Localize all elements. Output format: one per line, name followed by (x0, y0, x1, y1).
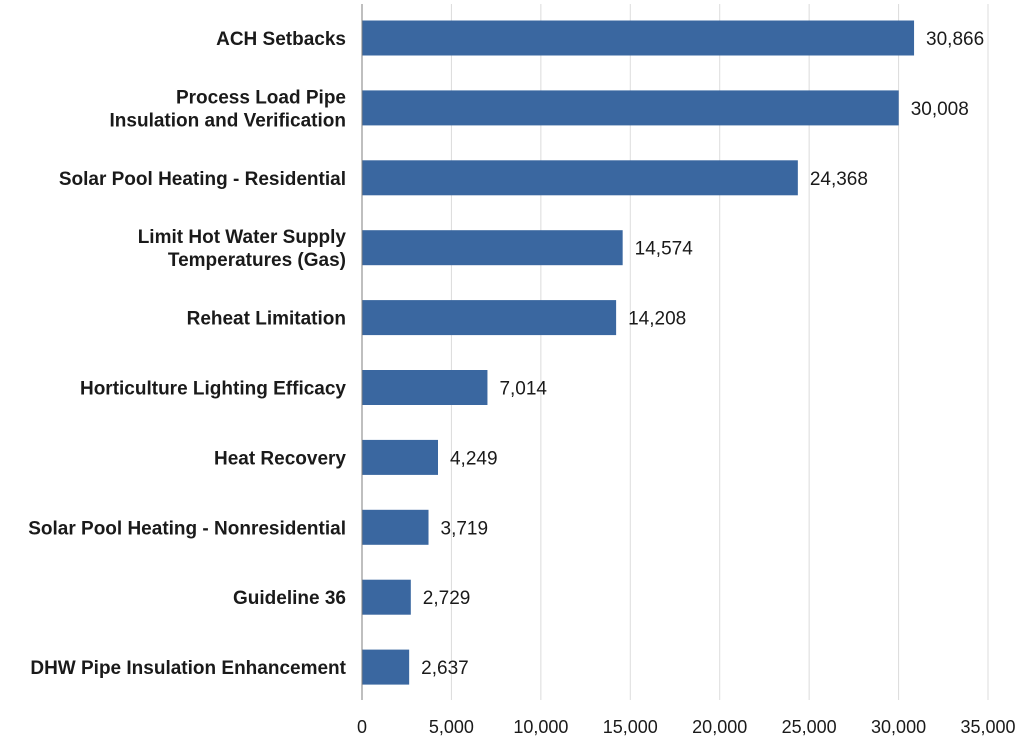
x-tick-label: 15,000 (603, 717, 658, 737)
bar (362, 230, 623, 266)
x-tick-label: 0 (357, 717, 367, 737)
category-label: DHW Pipe Insulation Enhancement (30, 658, 346, 679)
category-label-line: ACH Setbacks (216, 29, 346, 50)
bar (362, 370, 488, 405)
bar (362, 649, 410, 685)
bar (362, 439, 438, 475)
category-label: Process Load Pipe Insulation and Verifica… (110, 87, 346, 131)
category-label-line: Horticulture Lighting Efficacy (80, 379, 346, 400)
data-label: 2,637 (421, 658, 469, 679)
data-label: 30,866 (926, 29, 984, 50)
data-label: 14,574 (635, 239, 694, 260)
bar (362, 300, 617, 336)
x-tick-label: 30,000 (871, 717, 926, 737)
category-label: Heat Recovery (214, 448, 346, 469)
x-tick-label: 35,000 (960, 717, 1015, 737)
bar (362, 160, 798, 196)
data-label: 4,249 (450, 448, 498, 469)
bar (362, 90, 899, 126)
category-label: Guideline 36 (233, 588, 346, 609)
category-label-line: Solar Pool Heating - Nonresidential (28, 518, 346, 539)
category-label-line: Reheat Limitation (187, 309, 346, 330)
category-label-line: Solar Pool Heating - Residential (59, 169, 346, 190)
bars (362, 20, 915, 685)
value-labels: 30,866 30,008 24,368 14,574 14,208 7,014 4,249… (421, 29, 984, 679)
category-label: Horticulture Lighting Efficacy (80, 379, 346, 400)
category-label-line: Temperatures (Gas) (168, 250, 346, 271)
data-label: 30,008 (911, 99, 969, 120)
bar (362, 509, 429, 545)
x-tick-label: 5,000 (429, 717, 474, 737)
x-tick-label: 20,000 (692, 717, 747, 737)
category-label-line: Insulation and Verification (110, 110, 346, 131)
category-label-line: DHW Pipe Insulation Enhancement (30, 658, 346, 679)
category-label: Limit Hot Water Supply Temperatures (Gas) (138, 227, 347, 271)
category-label: Solar Pool Heating - Nonresidential (28, 518, 346, 539)
data-label: 7,014 (499, 379, 547, 400)
data-label: 14,208 (628, 309, 686, 330)
category-label-line: Limit Hot Water Supply (138, 227, 347, 248)
category-label-line: Heat Recovery (214, 448, 346, 469)
data-label: 2,729 (423, 588, 471, 609)
x-tick-label: 10,000 (513, 717, 568, 737)
category-label: ACH Setbacks (216, 29, 346, 50)
data-label: 3,719 (441, 518, 489, 539)
category-labels: ACH Setbacks Process Load Pipe Insulation … (28, 29, 346, 679)
x-tick-label: 25,000 (782, 717, 837, 737)
bar (362, 20, 915, 56)
category-label: Reheat Limitation (187, 309, 346, 330)
bar (362, 579, 411, 615)
category-label: Solar Pool Heating - Residential (59, 169, 346, 190)
data-label: 24,368 (810, 169, 868, 190)
category-label-line: Guideline 36 (233, 588, 346, 609)
category-label-line: Process Load Pipe (176, 87, 346, 108)
x-tick-labels: 0 5,000 10,000 15,000 20,000 25,000 30,000 35,0… (357, 717, 1016, 737)
